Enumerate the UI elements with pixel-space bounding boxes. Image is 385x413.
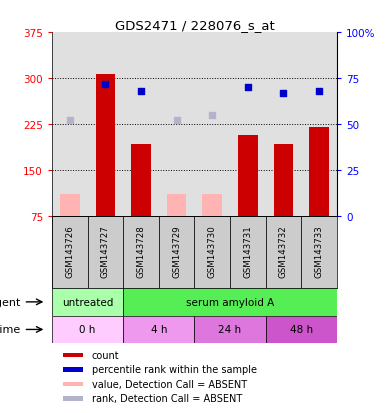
Bar xyxy=(64,353,83,358)
Bar xyxy=(123,33,159,216)
Bar xyxy=(123,216,159,288)
Bar xyxy=(203,195,222,216)
Text: count: count xyxy=(92,350,119,360)
Bar xyxy=(194,33,230,216)
Bar xyxy=(194,216,230,288)
Bar xyxy=(52,33,88,216)
Text: value, Detection Call = ABSENT: value, Detection Call = ABSENT xyxy=(92,379,247,389)
Text: serum amyloid A: serum amyloid A xyxy=(186,297,274,307)
Bar xyxy=(274,144,293,216)
Text: 4 h: 4 h xyxy=(151,325,167,335)
Text: 48 h: 48 h xyxy=(290,325,313,335)
Text: GSM143729: GSM143729 xyxy=(172,225,181,278)
Text: GSM143728: GSM143728 xyxy=(137,225,146,278)
Text: GSM143730: GSM143730 xyxy=(208,225,217,278)
Bar xyxy=(159,216,194,288)
Text: time: time xyxy=(0,325,21,335)
Text: untreated: untreated xyxy=(62,297,113,307)
Bar xyxy=(88,33,123,216)
Bar xyxy=(238,136,258,216)
Bar xyxy=(64,382,83,386)
Text: GSM143732: GSM143732 xyxy=(279,225,288,278)
Title: GDS2471 / 228076_s_at: GDS2471 / 228076_s_at xyxy=(115,19,274,32)
Text: GSM143731: GSM143731 xyxy=(243,225,252,278)
Bar xyxy=(301,216,337,288)
Bar xyxy=(131,144,151,216)
Text: 0 h: 0 h xyxy=(79,325,96,335)
Bar xyxy=(230,33,266,216)
Bar xyxy=(266,316,337,343)
Bar xyxy=(52,288,123,316)
Text: GSM143733: GSM143733 xyxy=(315,225,323,278)
Text: GSM143726: GSM143726 xyxy=(65,225,74,278)
Text: agent: agent xyxy=(0,297,21,307)
Bar xyxy=(95,75,115,216)
Point xyxy=(209,112,215,119)
Bar xyxy=(60,195,80,216)
Bar xyxy=(230,216,266,288)
Bar xyxy=(123,288,337,316)
Point xyxy=(174,118,180,124)
Text: GSM143727: GSM143727 xyxy=(101,225,110,278)
Point xyxy=(102,81,109,88)
Point xyxy=(280,90,286,97)
Bar xyxy=(159,33,194,216)
Bar xyxy=(123,316,194,343)
Bar xyxy=(301,33,337,216)
Bar xyxy=(64,396,83,401)
Point xyxy=(67,118,73,124)
Text: percentile rank within the sample: percentile rank within the sample xyxy=(92,365,257,375)
Bar xyxy=(266,216,301,288)
Bar xyxy=(309,128,329,216)
Point xyxy=(316,88,322,95)
Bar xyxy=(52,316,123,343)
Bar xyxy=(167,195,186,216)
Point xyxy=(138,88,144,95)
Bar xyxy=(266,33,301,216)
Bar xyxy=(194,316,266,343)
Bar xyxy=(52,216,88,288)
Text: rank, Detection Call = ABSENT: rank, Detection Call = ABSENT xyxy=(92,394,242,404)
Bar xyxy=(88,216,123,288)
Bar xyxy=(64,367,83,372)
Point xyxy=(245,85,251,91)
Text: 24 h: 24 h xyxy=(218,325,242,335)
